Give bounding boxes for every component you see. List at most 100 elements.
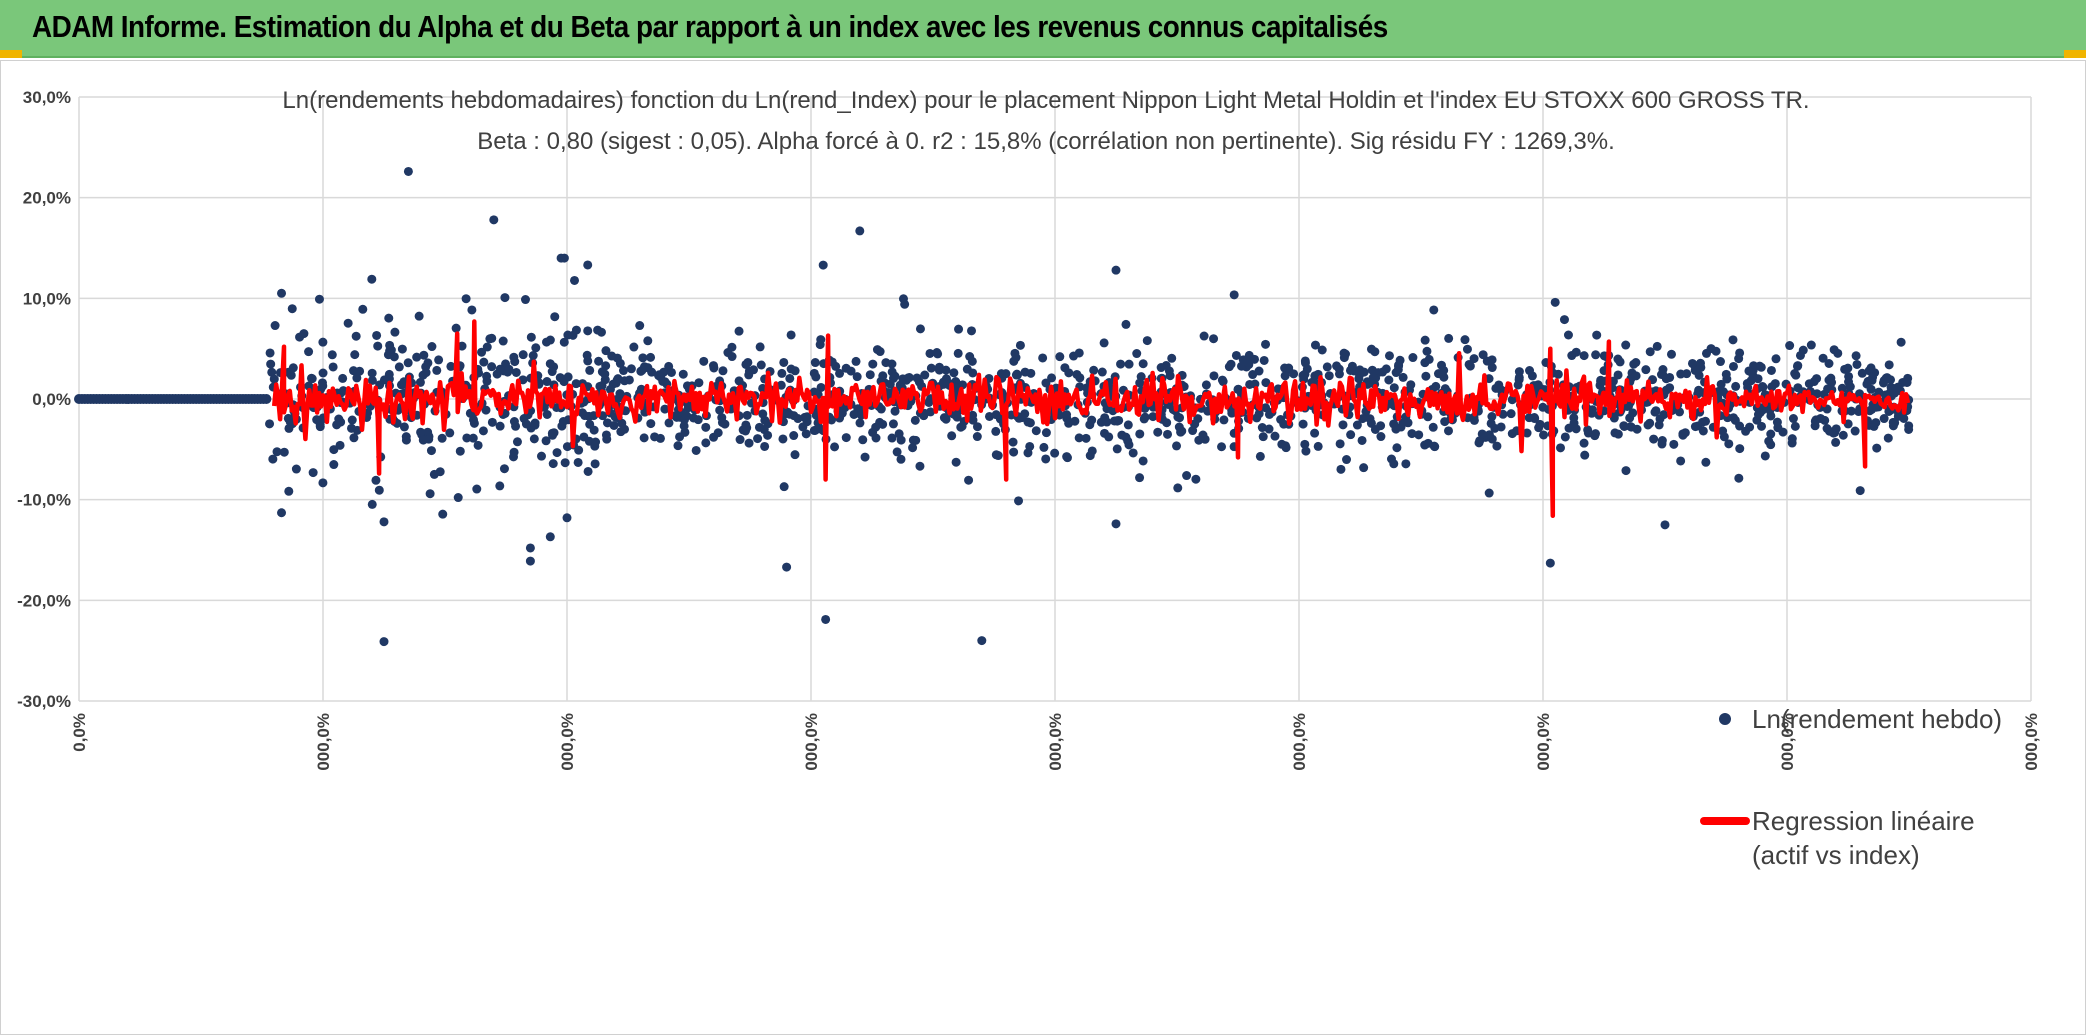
scatter-point (555, 373, 565, 383)
scatter-point (809, 368, 819, 378)
scatter-point (327, 350, 337, 360)
scatter-point (1772, 417, 1782, 427)
scatter-point (530, 420, 540, 430)
scatter-point (427, 342, 437, 352)
scatter-point (1443, 426, 1453, 436)
scatter-point (1626, 422, 1636, 432)
scatter-point (841, 433, 851, 443)
scatter-point-outlier (562, 513, 572, 523)
report-title: ADAM Informe. Estimation du Alpha et du … (32, 9, 1388, 44)
scatter-point (1724, 439, 1734, 449)
scatter-point (878, 419, 888, 429)
scatter-point (1883, 433, 1893, 443)
scatter-point (541, 436, 551, 446)
scatter-point (1128, 448, 1138, 458)
scatter-point (1355, 365, 1365, 375)
scatter-point (744, 438, 754, 448)
scatter-point (1843, 419, 1853, 429)
scatter-point (268, 454, 278, 464)
scatter-point (1429, 441, 1439, 451)
scatter-point (991, 450, 1001, 460)
scatter-point (673, 441, 683, 451)
scatter-point (964, 475, 974, 485)
scatter-point (678, 369, 688, 379)
scatter-point (1788, 414, 1798, 424)
scatter-point (1757, 421, 1767, 431)
scatter-point (1064, 368, 1074, 378)
scatter-point-outlier (1660, 520, 1670, 530)
scatter-point (849, 409, 859, 419)
scatter-point (646, 419, 656, 429)
scatter-point (1793, 383, 1803, 393)
scatter-point (338, 386, 348, 396)
scatter-point (1357, 435, 1367, 445)
scatter-point (749, 365, 759, 375)
scatter-point (1431, 381, 1441, 391)
scatter-point (1424, 354, 1434, 364)
scatter-point (1135, 473, 1145, 483)
scatter-point (482, 376, 492, 386)
scatter-point (1041, 454, 1051, 464)
scatter-point (1896, 337, 1906, 347)
scatter-point (1830, 427, 1840, 437)
scatter-point (318, 337, 328, 347)
scatter-point (1300, 358, 1310, 368)
scatter-point (1734, 473, 1744, 483)
scatter-point (919, 411, 929, 421)
scatter-point (1728, 335, 1738, 345)
y-tick-label: -20,0% (17, 591, 71, 610)
scatter-point (462, 433, 472, 443)
scatter-point (1596, 377, 1606, 387)
chart-area: Ln(rendements hebdomadaires) fonction du… (0, 60, 2086, 1035)
scatter-point (756, 360, 766, 370)
scatter-point (1123, 420, 1133, 430)
scatter-point (272, 447, 282, 457)
scatter-point (1553, 369, 1563, 379)
scatter-point (1474, 438, 1484, 448)
scatter-point (860, 452, 870, 462)
scatter-point (1398, 372, 1408, 382)
scatter-point (1338, 420, 1348, 430)
scatter-point (675, 432, 685, 442)
scatter-point (495, 364, 505, 374)
y-tick-label: 20,0% (23, 189, 71, 208)
y-tick-label: -30,0% (17, 692, 71, 711)
scatter-point (573, 457, 583, 467)
scatter-point (426, 446, 436, 456)
scatter-point (1174, 422, 1184, 432)
x-tick-label: 000,0% (314, 713, 333, 771)
scatter-point (328, 362, 338, 372)
scatter-point (1904, 424, 1914, 434)
scatter-point (585, 365, 595, 375)
scatter-point (1201, 380, 1211, 390)
scatter-point (1384, 375, 1394, 385)
scatter-point (664, 418, 674, 428)
scatter-point (1050, 448, 1060, 458)
scatter-point (643, 336, 653, 346)
scatter-point (1025, 418, 1035, 428)
scatter-point (1439, 365, 1449, 375)
scatter-point (1464, 359, 1474, 369)
scatter-point (559, 337, 569, 347)
scatter-point (1492, 441, 1502, 451)
scatter-point (1405, 385, 1415, 395)
scatter-point (520, 295, 530, 305)
scatter-point (1365, 414, 1375, 424)
scatter-point (790, 450, 800, 460)
scatter-point (1701, 348, 1711, 358)
scatter-point (1231, 350, 1241, 360)
scatter-point (329, 460, 339, 470)
legend-scatter-label: Ln(rendement hebdo) (1752, 704, 2002, 734)
scatter-point (472, 484, 482, 494)
scatter-point (435, 467, 445, 477)
scatter-point (355, 366, 365, 376)
scatter-point (1785, 341, 1795, 351)
scatter-point (786, 330, 796, 340)
scatter-point (887, 433, 897, 443)
scatter-point (416, 427, 426, 437)
scatter-point (1652, 341, 1662, 351)
scatter-point (318, 478, 328, 488)
scatter-point (1641, 365, 1651, 375)
scatter-point (1401, 459, 1411, 469)
scatter-point (776, 380, 786, 390)
